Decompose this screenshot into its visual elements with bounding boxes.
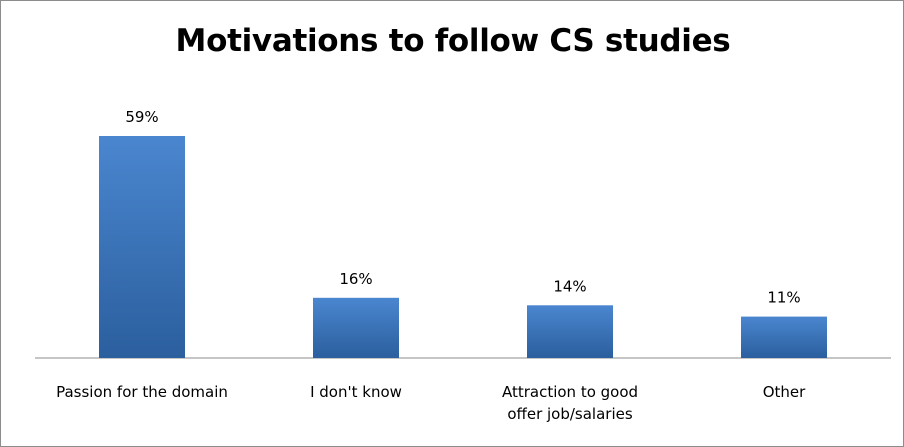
category-label-4: Other — [763, 383, 806, 401]
data-label-4: 11% — [767, 289, 800, 307]
data-label-3: 14% — [553, 277, 586, 295]
bar-4 — [741, 316, 827, 358]
category-label-3: Attraction to good offer job/salaries — [502, 383, 638, 423]
bar-1 — [99, 136, 185, 358]
data-label-2: 16% — [339, 270, 372, 288]
chart-title: Motivations to follow CS studies — [175, 23, 731, 59]
data-label-1: 59% — [125, 108, 158, 126]
category-label-2: I don't know — [310, 383, 402, 401]
bar-2 — [313, 297, 399, 358]
bar-3 — [527, 305, 613, 358]
category-label-1: Passion for the domain — [56, 383, 228, 401]
